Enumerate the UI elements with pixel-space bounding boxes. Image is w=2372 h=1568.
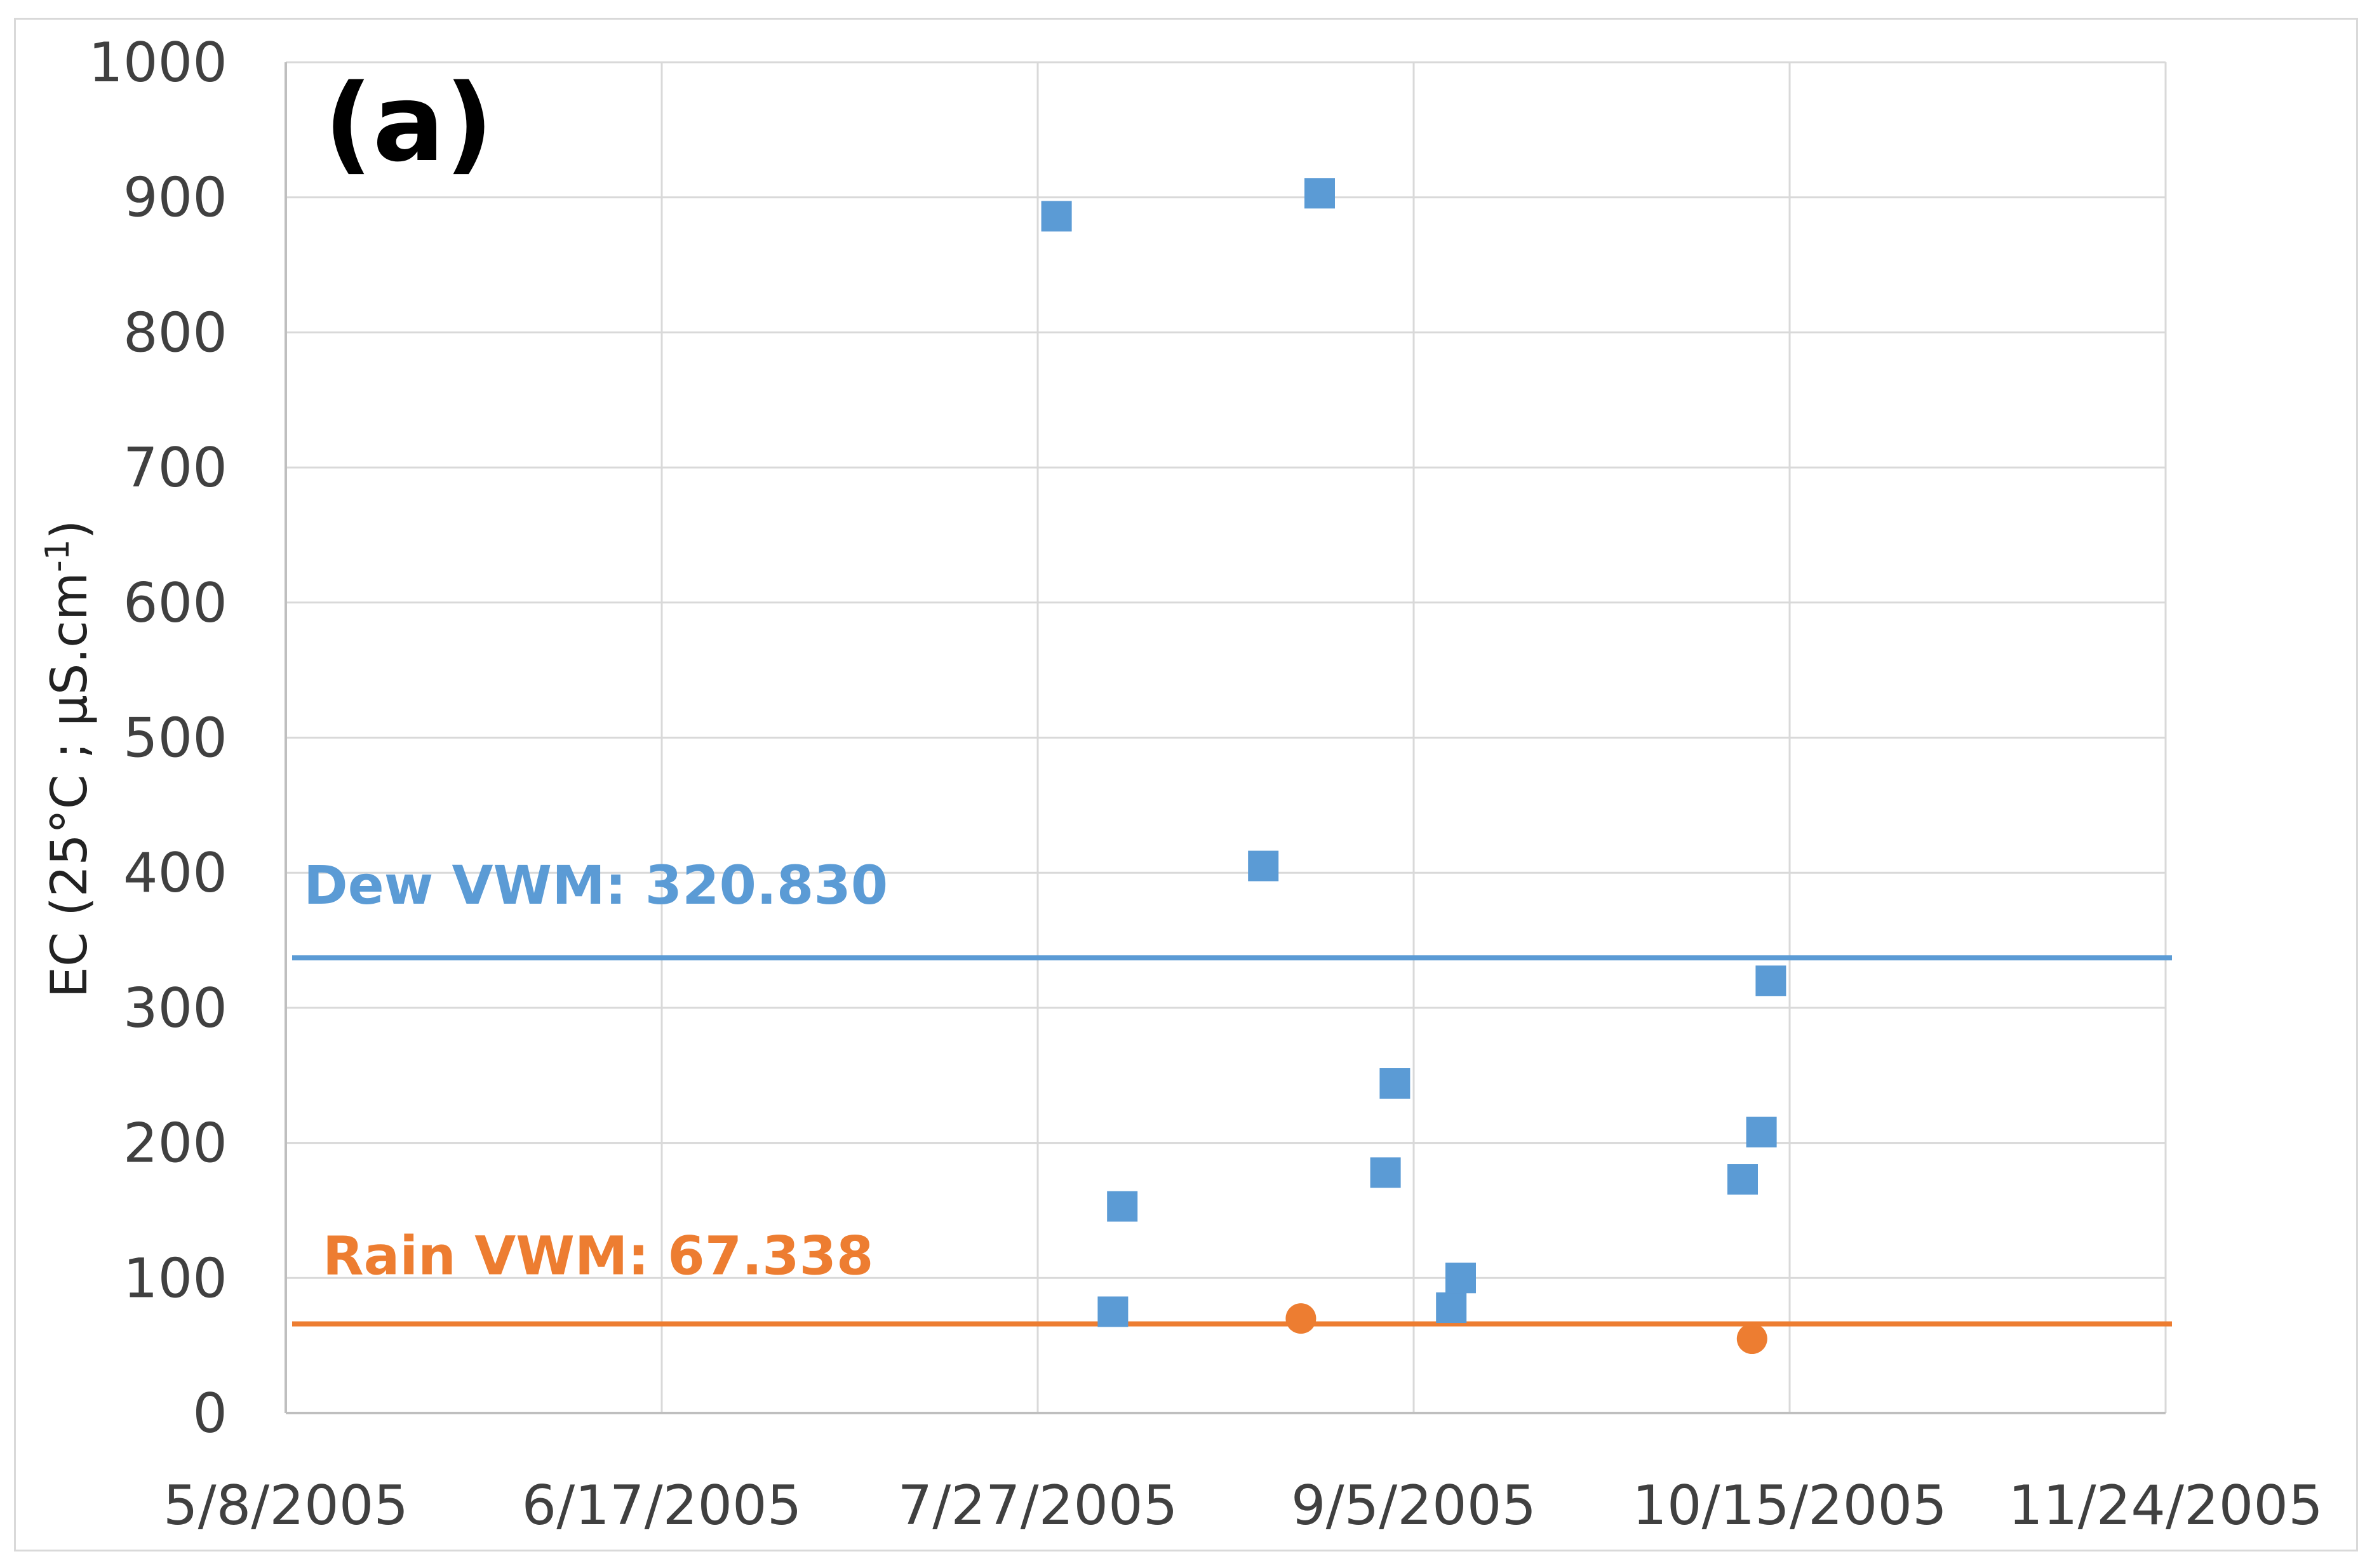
dew-point [1436, 1292, 1467, 1323]
y-axis-label-close: ) [41, 520, 98, 539]
x-tick-label: 10/15/2005 [1632, 1474, 1947, 1538]
x-tick-label: 5/8/2005 [163, 1474, 408, 1538]
data-points [1041, 178, 1786, 1355]
y-tick-label: 500 [123, 707, 227, 770]
dew-point [1746, 1116, 1777, 1148]
panel-label: (a) [324, 61, 493, 185]
rain-vwm-label: Rain VWM: 67.338 [323, 1225, 873, 1287]
y-tick-label: 100 [123, 1247, 227, 1310]
y-tick-label: 1000 [88, 31, 227, 95]
y-tick-label: 400 [123, 841, 227, 905]
axes [285, 62, 2166, 1414]
y-tick-label: 200 [123, 1112, 227, 1176]
x-tick-label: 9/5/2005 [1291, 1474, 1536, 1538]
gridlines [286, 61, 2167, 1413]
dew-point [1379, 1068, 1410, 1099]
x-tick-label: 11/24/2005 [2008, 1474, 2323, 1538]
y-tick-labels: 0 100 200 300 400 500 600 700 800 900 1000 [88, 31, 227, 1445]
x-tick-label: 7/27/2005 [898, 1474, 1178, 1538]
rain-point [1736, 1323, 1767, 1355]
y-tick-label: 0 [192, 1382, 227, 1445]
dew-vwm-label: Dew VWM: 320.830 [304, 854, 888, 916]
dew-point [1107, 1191, 1138, 1222]
x-tick-labels: 5/8/2005 6/17/2005 7/27/2005 9/5/2005 10/15/… [163, 1474, 2323, 1538]
y-tick-label: 600 [123, 572, 227, 635]
dew-point [1370, 1157, 1401, 1188]
rain-point [1285, 1303, 1317, 1334]
y-axis-label: EC (25°C ; µS.cm-1) [39, 520, 98, 998]
x-tick-label: 6/17/2005 [522, 1474, 802, 1538]
dew-point [1727, 1164, 1758, 1195]
y-axis-label-text: EC (25°C ; µS.cm [41, 572, 98, 998]
dew-point [1755, 965, 1786, 996]
y-tick-label: 800 [123, 301, 227, 365]
dew-point [1248, 850, 1279, 881]
dew-point [1445, 1263, 1476, 1294]
y-tick-label: 900 [123, 166, 227, 230]
y-tick-label: 700 [123, 436, 227, 500]
y-axis-label-superscript: -1 [39, 539, 77, 572]
chart-frame [14, 18, 2358, 1551]
reference-lines: Dew VWM: 320.830 Rain VWM: 67.338 [292, 854, 2172, 1327]
dew-point [1041, 201, 1072, 232]
dew-point [1097, 1296, 1129, 1327]
dew-point [1304, 178, 1335, 209]
y-tick-label: 300 [123, 977, 227, 1040]
